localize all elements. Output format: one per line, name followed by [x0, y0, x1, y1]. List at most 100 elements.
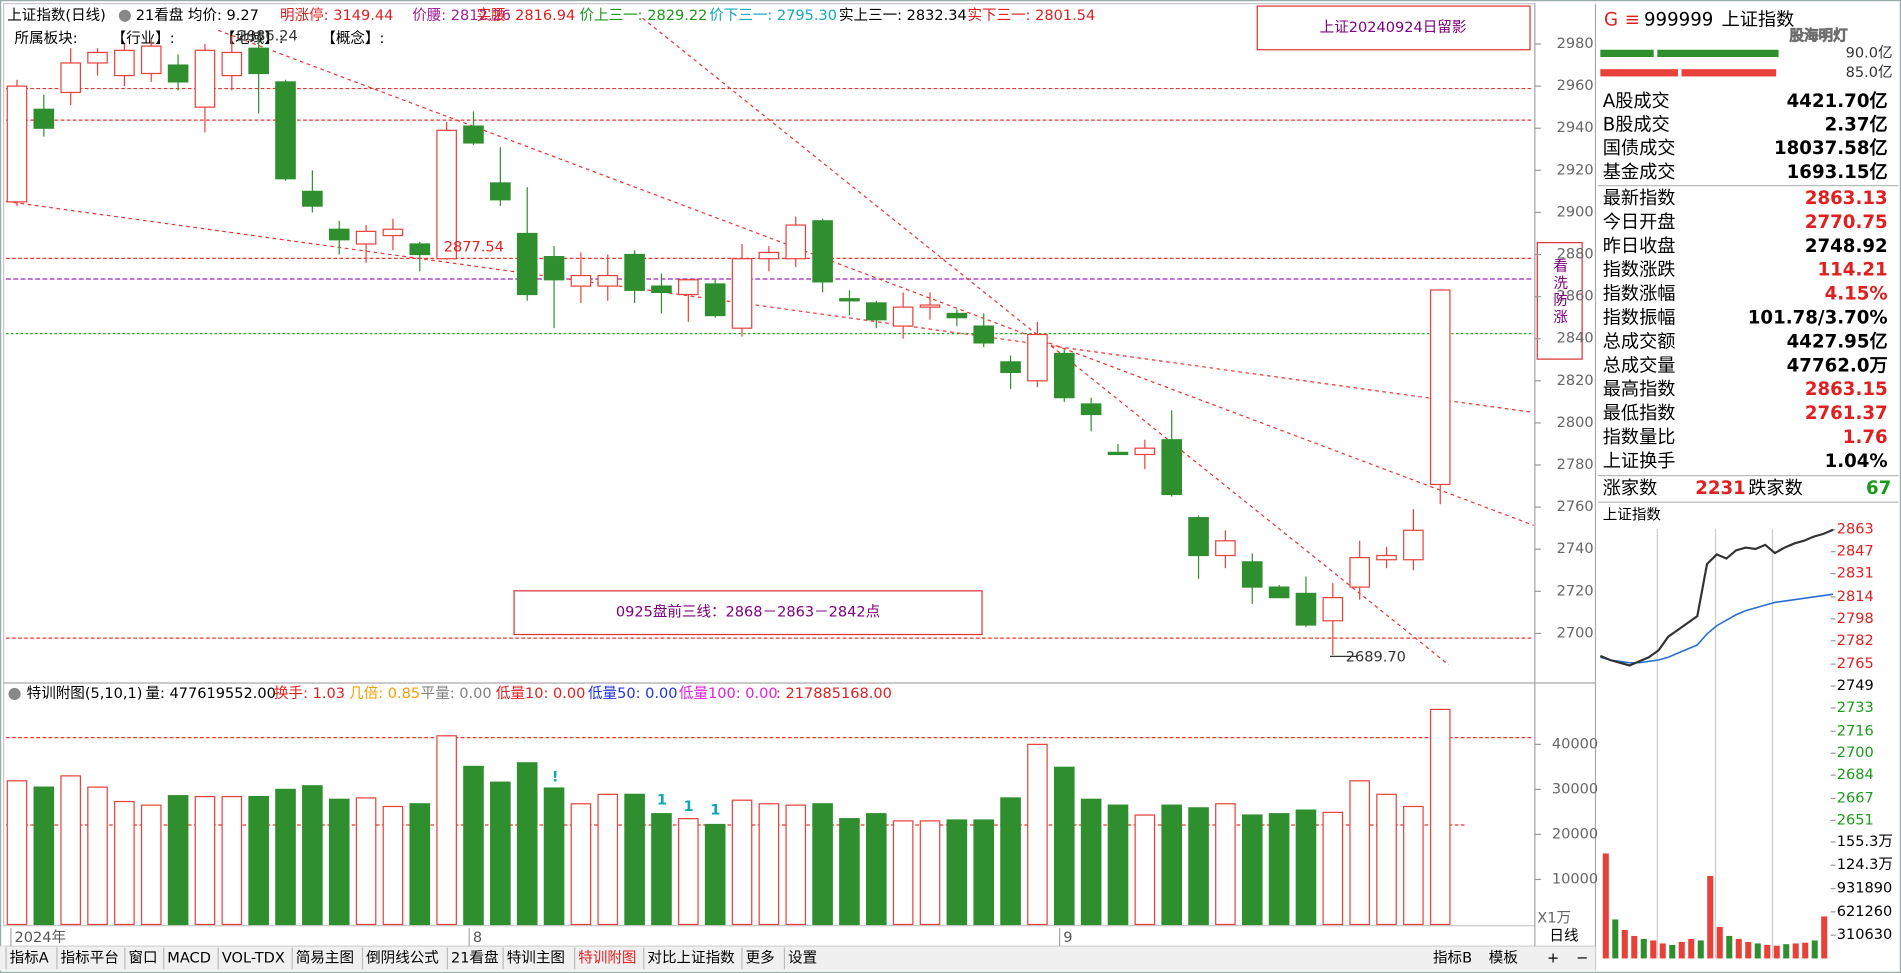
- intraday-volume: [1631, 935, 1638, 959]
- candle-body: [624, 253, 645, 291]
- intraday-volume: [1783, 944, 1790, 959]
- volume-bar: [731, 799, 753, 926]
- volume-bar: [194, 795, 216, 926]
- period[interactable]: 日线: [1549, 928, 1578, 945]
- volume-bar: [1215, 803, 1236, 926]
- row-value: 1693.15亿: [1787, 161, 1888, 183]
- volume-bar: [221, 795, 243, 926]
- tab[interactable]: 倒阴线公式: [366, 949, 439, 966]
- volume-header: 量: 477619552.00: [145, 685, 275, 702]
- tab[interactable]: 指标A: [10, 949, 49, 966]
- candle-body: [221, 51, 243, 77]
- tab[interactable]: 窗口: [129, 948, 158, 966]
- header-item: 明涨停: 3149.44: [280, 7, 393, 24]
- breadth: 跌家数: [1748, 478, 1803, 499]
- y-tick-label: 2880: [1557, 246, 1594, 263]
- tab[interactable]: 模板: [1489, 948, 1519, 966]
- tab[interactable]: 对比上证指数: [647, 949, 735, 966]
- volume-bar: [1080, 798, 1102, 926]
- tab[interactable]: 21看盘: [451, 948, 499, 966]
- volume-bar: [1027, 743, 1048, 926]
- volume-bar: [785, 804, 807, 926]
- trend-line: [218, 29, 1534, 526]
- candle-body: [382, 228, 404, 237]
- intraday-volume: [1688, 938, 1695, 959]
- y-tick-label: 2760: [1557, 498, 1594, 515]
- tab[interactable]: 设置: [788, 949, 817, 966]
- intraday-volume: [1821, 916, 1828, 959]
- intraday-volume: [1773, 945, 1780, 959]
- volume-bar: [302, 785, 323, 926]
- zoom-button[interactable]: −: [1576, 949, 1588, 966]
- candle-body: [1241, 561, 1263, 588]
- volume-bar: [946, 819, 968, 926]
- tab[interactable]: 简易主图: [296, 949, 354, 966]
- intraday-volume: [1602, 853, 1609, 959]
- candle-body: [1429, 289, 1451, 486]
- candle-body: [33, 108, 55, 129]
- intraday-volume: [1792, 943, 1799, 959]
- y-tick-label: 2749: [1837, 677, 1874, 694]
- candle-body: [678, 279, 699, 296]
- volume-bar: [1349, 780, 1370, 926]
- tab[interactable]: 指标平台: [61, 949, 119, 966]
- y-tick-label: 2782: [1837, 632, 1874, 649]
- annotation: 0925盘前三线：2868－2863－2842点: [616, 603, 880, 621]
- candle-body: [731, 258, 753, 329]
- intraday-volume: [1735, 938, 1742, 959]
- candle-body: [140, 45, 162, 75]
- intraday-volume: [1650, 940, 1657, 959]
- tab[interactable]: 更多: [746, 949, 775, 966]
- volume-bar: [1000, 797, 1021, 926]
- candle-body: [946, 312, 968, 319]
- intraday-volume: [1640, 938, 1647, 959]
- volume-header: 换手: 1.03: [274, 685, 345, 702]
- tab[interactable]: 特训附图: [578, 949, 636, 966]
- volume-bar: [6, 780, 28, 926]
- candle-body: [597, 274, 619, 287]
- tab[interactable]: 特训主图: [507, 949, 565, 966]
- intraday-volume: [1697, 940, 1704, 959]
- candle-body: [275, 81, 296, 180]
- intraday-volume: [1669, 944, 1676, 959]
- header-item: 实腰: 2816.94: [476, 7, 575, 24]
- row-value: 1.04%: [1825, 451, 1888, 472]
- candle-body: [892, 306, 914, 327]
- candle-body: [1268, 586, 1290, 599]
- row-value: 47762.0万: [1787, 355, 1888, 376]
- candle-body: [436, 129, 457, 260]
- volume-bar: [1107, 804, 1129, 926]
- row-label: A股成交: [1603, 91, 1670, 112]
- tab-bar: [0, 946, 1596, 971]
- y-tick-label: 2920: [1557, 161, 1594, 178]
- tab[interactable]: 指标B: [1433, 949, 1472, 966]
- row-value: 2770.75: [1805, 212, 1888, 233]
- bar-label: 85.0亿: [1846, 64, 1893, 81]
- volume-bar: [1053, 766, 1075, 926]
- volume-bar: [87, 786, 108, 926]
- zoom-button[interactable]: +: [1547, 949, 1559, 966]
- price-label: 2689.70: [1346, 649, 1406, 666]
- sector-label: 所属板块:: [15, 29, 78, 47]
- tab[interactable]: MACD: [167, 949, 211, 966]
- y-tick-label: 2940: [1557, 119, 1594, 136]
- volume-bar: [328, 798, 350, 926]
- ratio-bar: [1600, 49, 1654, 58]
- candle-body: [328, 228, 350, 241]
- volume-header: 低量10: 0.00: [496, 685, 586, 702]
- y-tick-label: 2798: [1837, 610, 1874, 627]
- volume-bar: [275, 788, 296, 926]
- candle-body: [1134, 447, 1156, 456]
- y-tick-label: 2847: [1837, 543, 1874, 560]
- row-label: 指数振幅: [1603, 307, 1676, 328]
- breadth: 涨家数: [1603, 478, 1658, 499]
- row-value: 1.76: [1843, 427, 1888, 448]
- y-tick-label: 621260: [1837, 903, 1893, 920]
- tab[interactable]: VOL-TDX: [222, 949, 285, 966]
- volume-bar: [1241, 814, 1263, 926]
- candle-body: [758, 251, 780, 260]
- y-tick-label: 2765: [1837, 655, 1874, 672]
- volume-bar: [543, 787, 565, 926]
- header-item: 价上三一: 2829.22: [580, 7, 708, 24]
